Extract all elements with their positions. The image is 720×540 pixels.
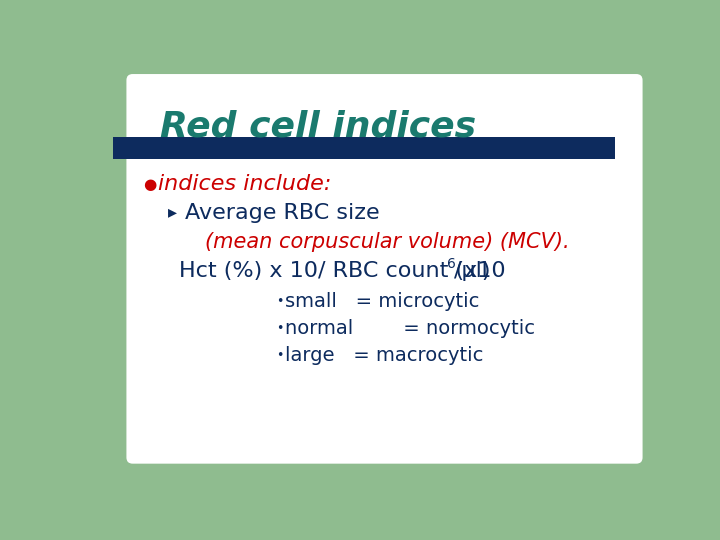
Text: 6: 6 <box>446 257 455 271</box>
Text: (mean corpuscular volume) (MCV).: (mean corpuscular volume) (MCV). <box>204 232 570 252</box>
Text: small   = microcytic: small = microcytic <box>285 293 480 312</box>
Text: •: • <box>276 349 284 362</box>
Bar <box>113 137 616 159</box>
Text: Hct (%) x 10/ RBC count (x10: Hct (%) x 10/ RBC count (x10 <box>179 261 505 281</box>
Text: /μl): /μl) <box>454 261 491 281</box>
Text: large   = macrocytic: large = macrocytic <box>285 346 484 366</box>
FancyBboxPatch shape <box>127 74 642 464</box>
Text: indices include:: indices include: <box>158 174 332 194</box>
Text: Average RBC size: Average RBC size <box>184 202 379 222</box>
Text: Red cell indices: Red cell indices <box>160 110 476 144</box>
Text: normal        = normocytic: normal = normocytic <box>285 320 535 339</box>
Text: •: • <box>276 295 284 308</box>
Text: ●: ● <box>143 177 156 192</box>
Text: •: • <box>276 322 284 335</box>
Text: ▸: ▸ <box>168 204 176 221</box>
